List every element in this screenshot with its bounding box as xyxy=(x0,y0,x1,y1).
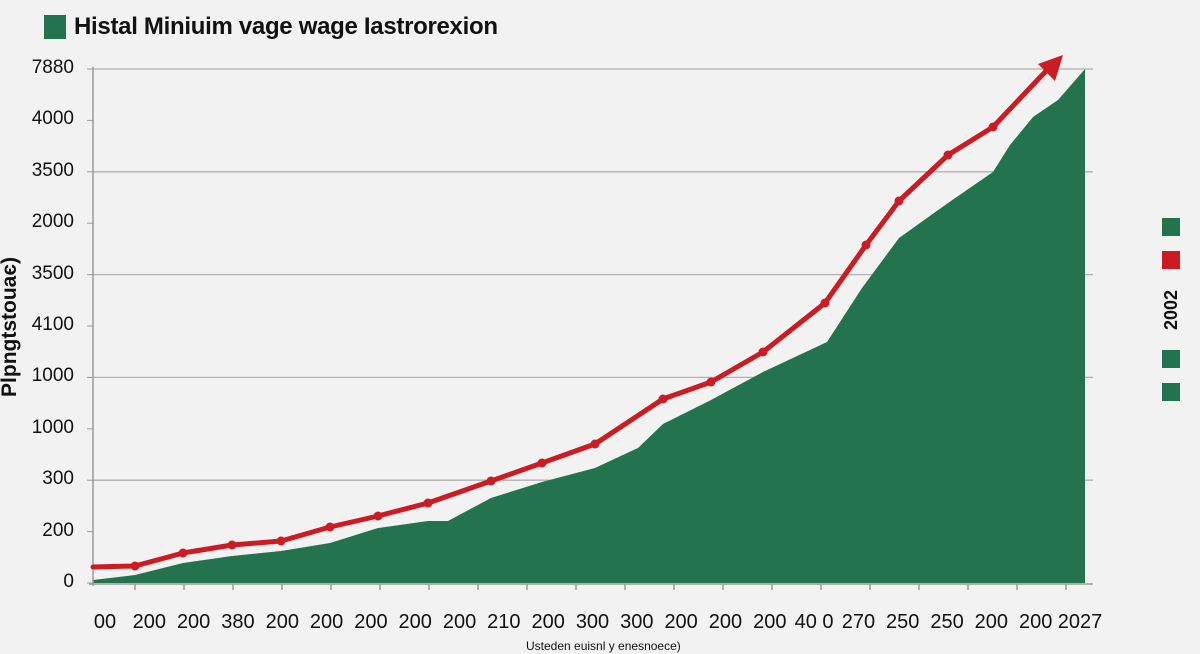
x-tick-label: 200 xyxy=(1018,611,1053,633)
legend-swatch xyxy=(1162,218,1180,236)
legend-swatch xyxy=(1162,383,1180,401)
y-tick-label: 1000 xyxy=(31,416,74,438)
x-tick-label: 200 xyxy=(398,611,432,633)
chart-title: Histal Miniuim vage wage Iastrorexion xyxy=(44,13,498,41)
y-tick-label: 300 xyxy=(42,468,74,490)
y-tick-label: 7880 xyxy=(31,57,74,78)
x-tick-label: 200 xyxy=(265,611,299,633)
x-tick-label: 250 xyxy=(930,611,964,633)
chart-title-text: Histal Miniuim vage wage Iastrorexion xyxy=(74,13,498,40)
x-tick-label: 200 xyxy=(974,611,1009,633)
x-tick-label: 380 xyxy=(221,611,255,633)
x-tick-label: 250 xyxy=(886,611,920,633)
axes xyxy=(89,67,1093,590)
x-tick-label: 200 xyxy=(708,611,743,633)
x-tick-label: 200 xyxy=(309,611,344,633)
legend-label: 2002 xyxy=(1161,289,1181,331)
x-tick-label: 210 xyxy=(487,611,521,633)
y-tick-label: 0 xyxy=(63,571,74,592)
arrow-head-icon xyxy=(1038,55,1063,81)
legend-swatch xyxy=(1162,350,1180,368)
x-tick-label: 300 xyxy=(620,611,654,633)
legend: 2002 xyxy=(1161,218,1182,416)
area-series xyxy=(93,69,1085,583)
legend-swatch xyxy=(1162,251,1180,269)
y-tick-label: 200 xyxy=(42,519,74,541)
y-tick-label: 3500 xyxy=(31,159,74,181)
x-tick-label: 00 xyxy=(93,611,117,633)
line-series xyxy=(90,68,1049,570)
y-tick-label: 4000 xyxy=(31,108,74,130)
x-tick-label: 200 xyxy=(176,611,211,633)
y-tick-label: 4100 xyxy=(31,314,74,335)
title-legend-swatch xyxy=(44,15,66,39)
x-tick-label: 200 xyxy=(664,611,698,633)
x-tick-label: 200 xyxy=(442,611,477,633)
y-tick-label: 2000 xyxy=(31,211,74,233)
x-tick-label: 270 xyxy=(841,611,876,633)
y-tick-label: 3500 xyxy=(31,262,74,284)
y-tick-label: 1000 xyxy=(31,365,74,387)
line-markers xyxy=(130,122,998,571)
x-tick-label: 200 xyxy=(753,611,787,633)
x-tick-label: 40 0 xyxy=(794,611,834,633)
x-tick-label: 200 xyxy=(132,611,166,633)
x-tick-label: 200 xyxy=(354,611,388,633)
x-tick-label: 200 xyxy=(531,611,565,633)
x-tick-label: 300 xyxy=(575,611,610,633)
x-tick-label: 2027 xyxy=(1057,611,1103,633)
x-axis-label: Usteden euisnl y enesnoece) xyxy=(526,639,681,653)
